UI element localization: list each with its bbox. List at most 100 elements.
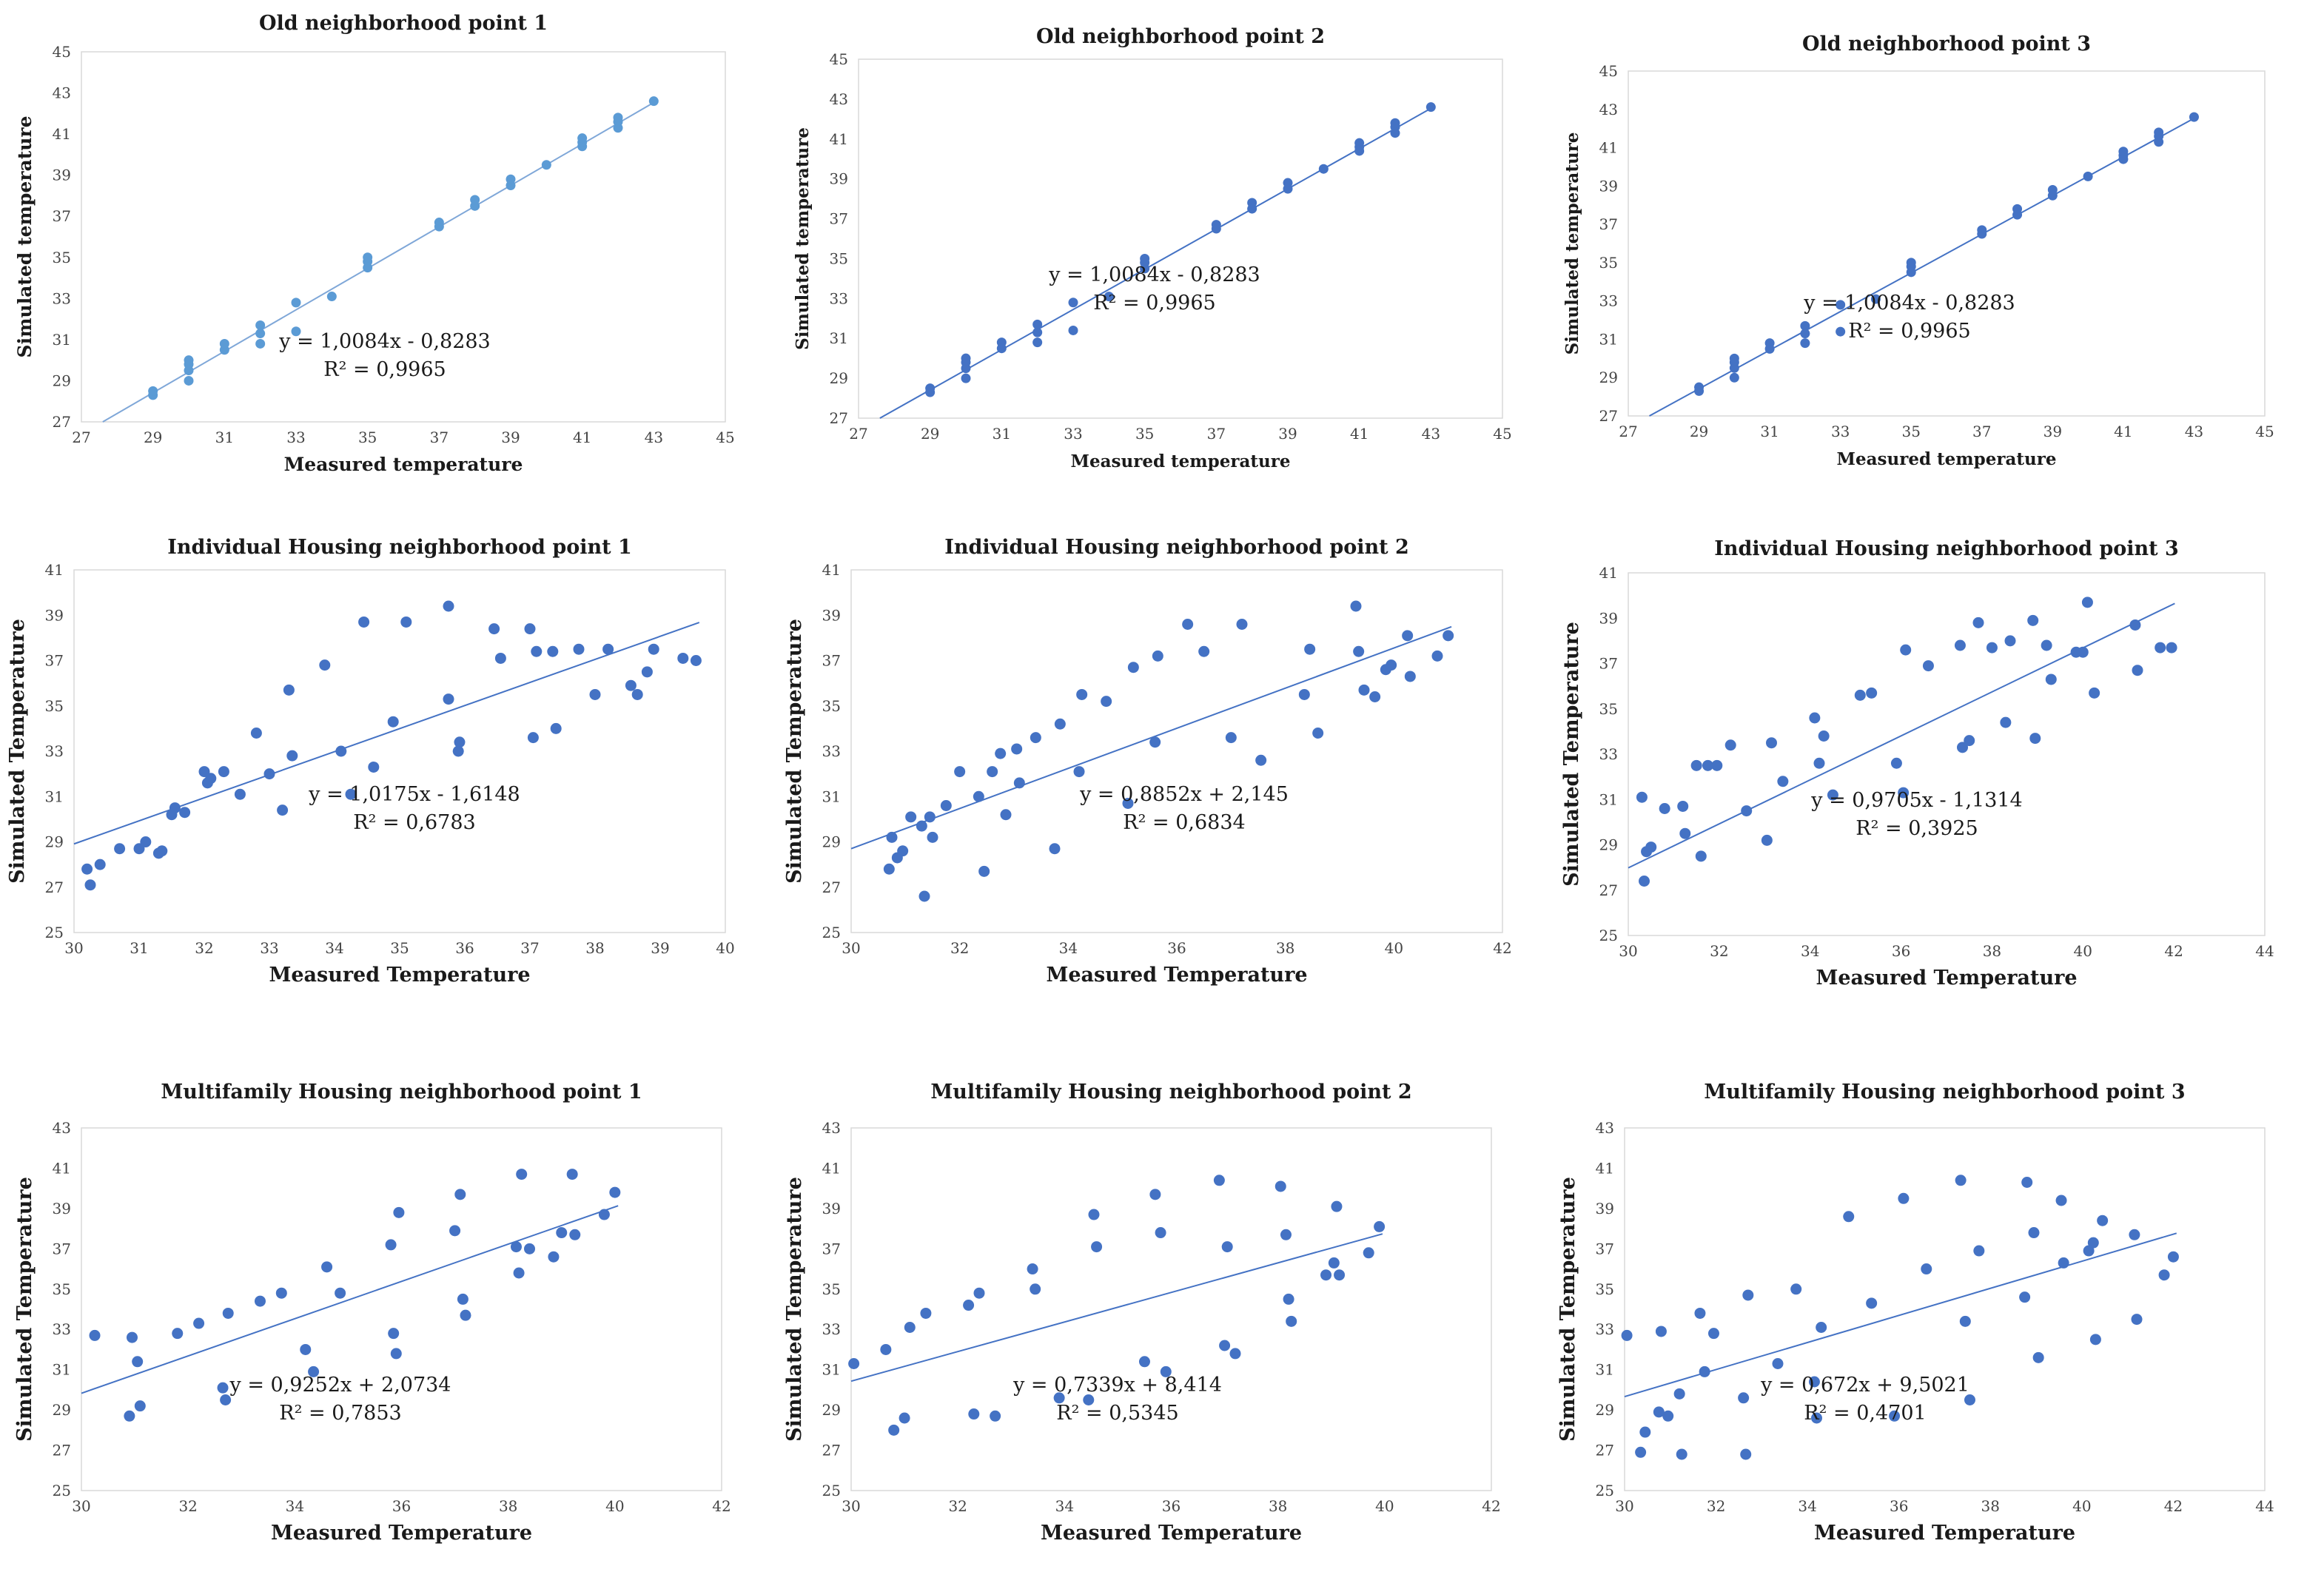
y-tick-label: 39 [822,1200,841,1217]
data-point [2081,597,2093,608]
trendline [879,106,1435,419]
y-tick-label: 35 [1596,1280,1614,1298]
data-point [883,863,895,875]
data-point [1922,660,1934,672]
data-point [169,802,181,814]
data-point [1673,1388,1685,1400]
data-point [1318,164,1329,174]
chart-title: Old neighborhood point 3 [1802,33,2091,56]
data-point [2155,642,2166,654]
x-tick-label: 33 [286,429,305,446]
x-tick-label: 31 [1760,423,1779,440]
y-axis-label: Simulated Temperature [783,1177,806,1442]
x-axis-label: Measured temperature [1071,451,1291,471]
data-point [363,252,373,263]
data-point [1761,834,1773,846]
chart-individual-3: Individual Housing neighborhood point 3 3… [1560,537,2274,990]
data-point [1972,617,1984,628]
y-tick-label: 35 [1599,700,1618,718]
trendline [850,625,1452,850]
trendline-equation: y = 0,7339x + 8,414 [1012,1374,1222,1397]
data-point [1621,1329,1633,1341]
x-tick-label: 43 [2185,423,2203,440]
y-tick-label: 41 [1596,1159,1614,1177]
x-tick-label: 42 [2164,942,2183,960]
data-point [963,1300,975,1311]
y-tick-label: 27 [1599,407,1618,425]
data-point [888,1424,900,1436]
data-point [1659,803,1670,814]
y-tick-label: 39 [1599,177,1618,195]
data-point [2097,1215,2109,1226]
y-tick-label: 37 [822,1240,841,1257]
data-point [1374,1220,1386,1232]
data-point [1724,739,1736,751]
data-point [1219,1340,1231,1351]
data-point [648,96,659,107]
data-point [1032,319,1043,329]
data-point [1800,320,1810,331]
y-tick-label: 33 [1596,1320,1614,1338]
data-point [326,292,337,302]
x-tick-label: 40 [1385,939,1403,957]
data-point [1741,805,1753,817]
chart-title: Individual Housing neighborhood point 3 [1714,537,2179,560]
data-point [2083,171,2093,181]
data-point [1836,326,1846,337]
x-tick-label: 35 [390,939,409,957]
data-point [255,338,266,349]
y-tick-label: 31 [1599,330,1618,348]
x-tick-label: 39 [2043,423,2062,440]
data-point [1655,1326,1667,1337]
data-point [2129,619,2141,631]
data-point [1225,732,1237,744]
data-point [1676,1448,1687,1460]
y-tick-label: 27 [53,1442,71,1459]
x-axis-label: Measured Temperature [1814,1522,2075,1545]
data-point [1764,338,1775,349]
y-tick-label: 29 [1599,836,1618,854]
y-tick-label: 41 [1599,564,1618,582]
y-tick-label: 27 [830,409,848,427]
y-tick-label: 27 [822,1442,841,1459]
y-tick-label: 37 [53,207,71,225]
x-tick-label: 39 [501,429,520,446]
y-tick-label: 33 [822,742,841,760]
data-point [454,736,466,748]
y-tick-label: 39 [1596,1200,1614,1217]
x-tick-label: 30 [842,1497,860,1515]
data-point [1083,1394,1095,1405]
y-tick-label: 29 [1596,1401,1614,1419]
trendline [102,100,658,423]
data-point [81,863,93,875]
data-point [1198,645,1210,657]
data-point [1236,619,1248,630]
data-point [886,831,898,843]
data-point [2019,1291,2031,1303]
x-tick-label: 31 [215,429,234,446]
data-point [550,722,562,734]
data-point [1811,1412,1822,1424]
data-point [905,811,917,823]
plot-area [858,58,1503,419]
y-tick-label: 25 [1596,1482,1614,1499]
x-tick-label: 30 [842,939,860,957]
x-tick-label: 32 [195,939,213,957]
data-point [1866,1297,1878,1309]
data-point [1182,619,1194,630]
plot-area [850,1127,1492,1491]
data-point [2028,1227,2040,1239]
x-tick-label: 34 [1059,939,1078,957]
data-point [1404,671,1416,682]
plot-area [1624,1127,2266,1491]
data-point [1054,718,1066,730]
data-point [308,1365,320,1377]
data-point [927,831,938,843]
y-tick-label: 31 [1596,1361,1614,1379]
data-point [1155,1227,1166,1239]
data-point [1274,1180,1286,1192]
chart-title: Multifamily Housing neighborhood point 2 [930,1081,1411,1103]
x-tick-label: 42 [1482,1497,1500,1515]
x-tick-label: 36 [392,1497,411,1515]
